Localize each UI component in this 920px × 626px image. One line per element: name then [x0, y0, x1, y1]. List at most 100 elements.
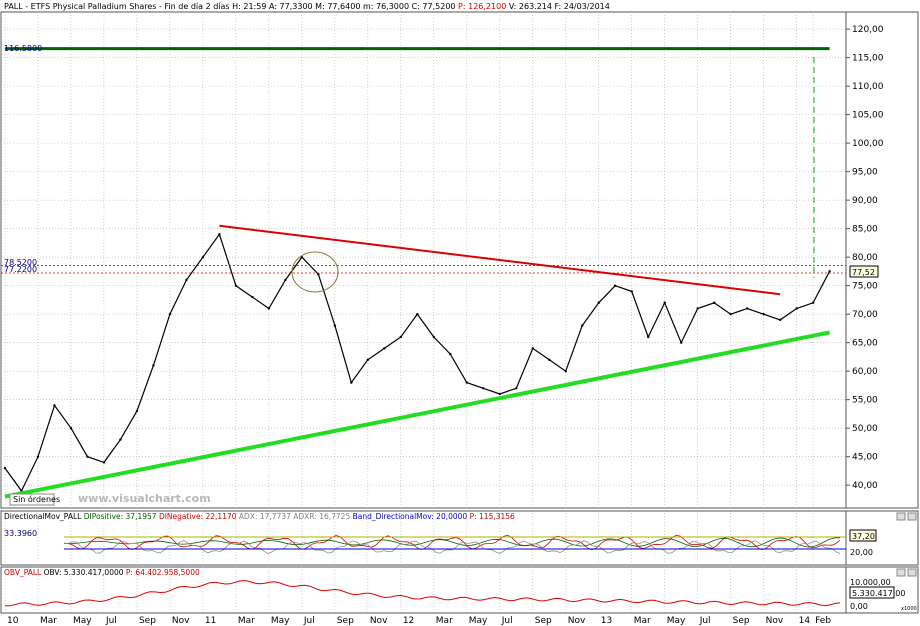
x-tick-label: May: [73, 616, 92, 626]
price-point: [745, 307, 749, 310]
price-point: [548, 358, 551, 361]
y-tick-label: 90,00: [852, 196, 878, 206]
x-tick-label: Sep: [139, 616, 156, 626]
dmi-header: DirectionalMov_PALL DIPositive: 37,1957 …: [4, 512, 515, 521]
price-point: [663, 301, 666, 304]
x-tick-label: Mar: [436, 616, 453, 626]
time-axis: 10 Mar May Jul Sep Nov 11 Mar May Jul Sep Nov 12 Mar M…: [7, 616, 831, 626]
price-point: [465, 381, 468, 384]
obv-tick-top: 10.000,00: [850, 578, 891, 587]
price-point: [350, 381, 353, 384]
highlight-ellipse: [291, 251, 339, 293]
x-tick-label: Jul: [501, 616, 513, 626]
dmi-tick: 20,00: [850, 548, 873, 557]
header-segment: P: 126,2100: [456, 2, 507, 11]
dmi-series-line: [63, 540, 841, 555]
price-point: [531, 347, 534, 350]
x-tick-label: Sep: [337, 616, 354, 626]
obv-panel-controls[interactable]: [896, 568, 917, 577]
gridlines: [1, 12, 846, 613]
price-point: [564, 369, 567, 373]
price-point: [317, 273, 320, 276]
header-info: PALL - ETFS Physical Palladium Shares - …: [4, 2, 610, 11]
price-point: [86, 455, 89, 458]
x-tick-label: Mar: [634, 616, 651, 626]
dmi-left-label: 33.3960: [4, 529, 37, 538]
price-point: [399, 335, 403, 339]
x-tick-label: 12: [403, 616, 414, 626]
price-point: [383, 347, 386, 350]
y-tick-label: 65,00: [852, 339, 878, 349]
price-point: [498, 392, 501, 396]
x-tick-label: 11: [205, 616, 216, 626]
price-point: [251, 295, 254, 299]
y-tick-label: 110,00: [852, 82, 884, 92]
header-segment: P: 115,3156: [467, 512, 515, 521]
price-point: [597, 301, 600, 304]
y-tick-label: 95,00: [852, 168, 878, 178]
header-segment: OBV_PALL: [4, 568, 42, 577]
y-tick-label: 120,00: [852, 25, 884, 35]
x-tick-label: 13: [601, 616, 612, 626]
price-point: [449, 352, 452, 356]
price-point: [267, 307, 271, 310]
header-segment: OBV: 5.330.417,0000: [41, 568, 124, 577]
header-segment: DirectionalMov_PALL: [4, 512, 82, 521]
y-tick-label: 115,00: [852, 54, 884, 64]
price-point: [811, 301, 815, 304]
x-tick-label: May: [271, 616, 290, 626]
price-point: [36, 455, 40, 458]
x-tick-label: Nov: [370, 616, 388, 626]
price-point: [679, 341, 683, 344]
price-point: [152, 364, 155, 367]
x-tick-label: Jul: [105, 616, 117, 626]
header-segment: A: 77,3300: [266, 2, 312, 11]
dmi-value-label: 37,20: [852, 532, 875, 541]
header-segment: C: 77,5200: [409, 2, 455, 11]
x-tick-label: Mar: [40, 616, 57, 626]
price-point: [712, 301, 716, 304]
resistance-trendline: [219, 224, 781, 296]
y-tick-label: 50,00: [852, 424, 878, 434]
dmi-plot-frame: [0, 510, 847, 566]
main-plot-frame: [0, 11, 847, 509]
price-point: [135, 409, 139, 413]
price-axis: 120,00 115,00 110,00 105,00 100,00 95,00 90,00…: [846, 25, 884, 491]
y-tick-label: 45,00: [852, 453, 878, 463]
header-segment: P: 64.402.958,5000: [124, 568, 200, 577]
y-tick-label: 55,00: [852, 396, 878, 406]
price-point: [366, 358, 370, 361]
price-point: [778, 318, 782, 322]
dmi-lines: [63, 534, 841, 555]
orders-box[interactable]: Sin órdenes: [9, 493, 60, 506]
y-tick-label: 70,00: [852, 310, 878, 320]
x-tick-label: 14: [799, 616, 811, 626]
header-segment: m: 76,3000: [360, 2, 409, 11]
level-label-116: 116.5800: [4, 44, 42, 53]
price-point: [696, 307, 699, 310]
x-tick-label: Mar: [238, 616, 255, 626]
obv-tick-bottom: 0,00: [850, 602, 868, 611]
price-point: [795, 307, 798, 310]
level-label-78: 78.5200: [4, 258, 37, 267]
y-tick-label: 85,00: [852, 225, 878, 235]
last-price-label: 77,52: [852, 268, 875, 277]
price-point: [69, 426, 73, 430]
price-series: [1, 47, 846, 499]
price-point: [432, 335, 436, 339]
x-tick-label: Nov: [766, 616, 784, 626]
obv-plot-frame: [0, 566, 847, 614]
dmi-panel-controls[interactable]: [896, 512, 917, 521]
price-axis-panel: [845, 11, 919, 509]
y-tick-label: 80,00: [852, 253, 878, 263]
header-segment: M: 77,6400: [313, 2, 361, 11]
price-point: [201, 255, 205, 259]
price-point: [729, 312, 732, 316]
header-segment: ADX: 17,7737: [237, 512, 292, 521]
price-point: [234, 284, 238, 287]
x-tick-label: 10: [7, 616, 19, 626]
y-tick-label: 60,00: [852, 367, 878, 377]
header-segment: PALL - ETFS Physical Palladium Shares - …: [4, 2, 230, 11]
price-point: [614, 284, 617, 287]
